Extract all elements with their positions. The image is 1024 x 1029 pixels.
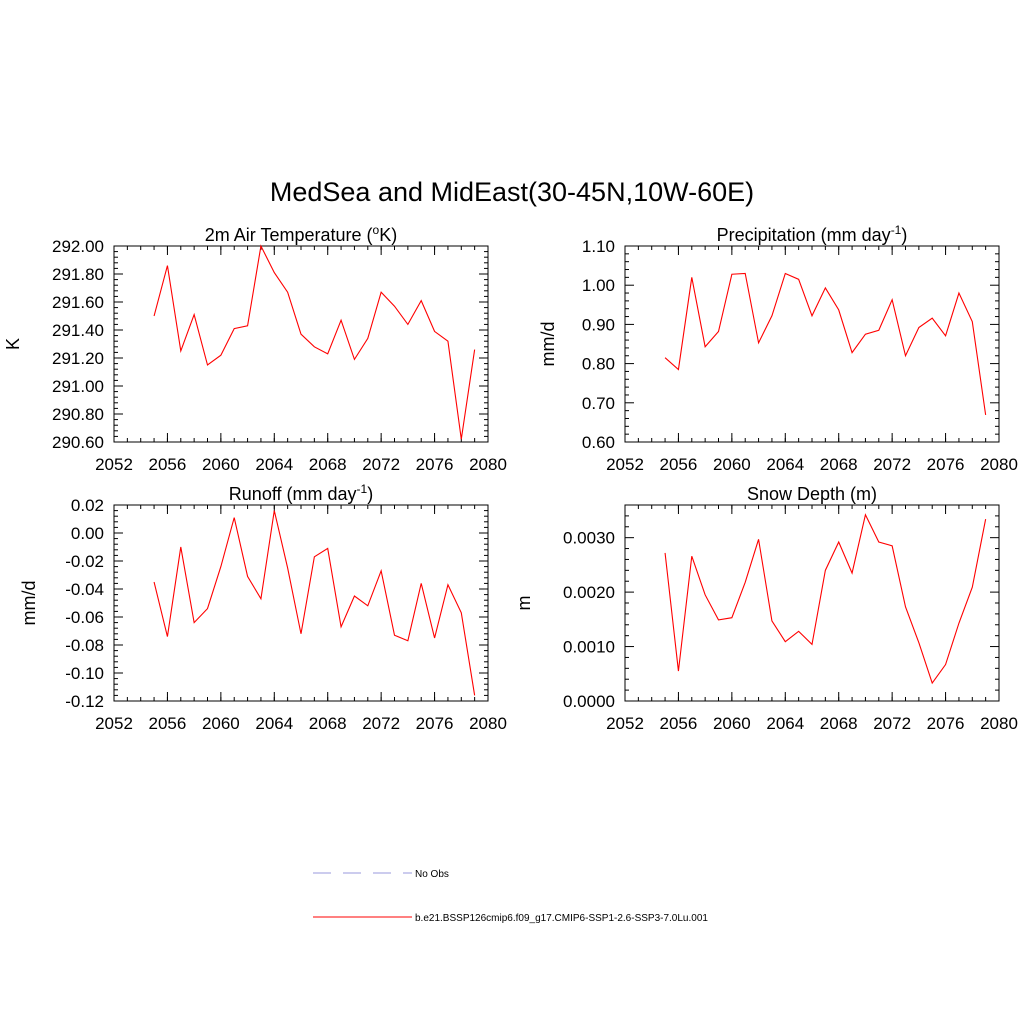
x-tick-label: 2068 bbox=[820, 714, 858, 733]
panel-1: 2052 2056 2060 2064 2068 2072 2076 2080 290.60 29… bbox=[3, 223, 507, 474]
y-axis-label: m bbox=[514, 596, 534, 611]
x-tick-label: 2064 bbox=[255, 455, 293, 474]
y-tick-label: -0.06 bbox=[65, 608, 104, 627]
x-tick-label: 2072 bbox=[873, 714, 911, 733]
x-tick-label: 2076 bbox=[416, 714, 454, 733]
plot-frame bbox=[624, 504, 1000, 702]
panels: 2052 2056 2060 2064 2068 2072 2076 2080 290.60 29… bbox=[3, 223, 1018, 733]
y-axis-label: mm/d bbox=[538, 322, 558, 367]
x-tick-label: 2076 bbox=[927, 455, 965, 474]
y-tick-label: -0.10 bbox=[65, 664, 104, 683]
y-tick-label: -0.08 bbox=[65, 636, 104, 655]
y-tick-label: 0.60 bbox=[582, 433, 615, 452]
x-tick-label: 2060 bbox=[713, 714, 751, 733]
plot-frame bbox=[624, 245, 1000, 443]
panel-title: 2m Air Temperature (oK) bbox=[205, 223, 397, 245]
y-tick-label: 0.02 bbox=[71, 496, 104, 515]
panel-title: Precipitation (mm day-1) bbox=[717, 223, 908, 245]
x-tick-label: 2068 bbox=[309, 714, 347, 733]
panel-title-tail: ) bbox=[367, 484, 373, 504]
x-tick-label: 2076 bbox=[416, 455, 454, 474]
y-tick-label: 0.0030 bbox=[563, 529, 615, 548]
x-tick-label: 2060 bbox=[202, 455, 240, 474]
panel-title: Snow Depth (m) bbox=[747, 484, 877, 504]
x-tick-label: 2068 bbox=[309, 455, 347, 474]
x-tick-label: 2068 bbox=[820, 455, 858, 474]
x-tick-label: 2080 bbox=[469, 455, 507, 474]
x-tick-label: 2072 bbox=[362, 455, 400, 474]
legend-label-2: b.e21.BSSP126cmip6.f09_g17.CMIP6-SSP1-2.… bbox=[415, 913, 708, 924]
panel-title-superscript: -1 bbox=[357, 482, 368, 496]
panel-title-main: 2m Air Temperature ( bbox=[205, 225, 373, 245]
x-tick-label: 2056 bbox=[660, 455, 698, 474]
x-tick-label: 2056 bbox=[660, 714, 698, 733]
legend-label-1: No Obs bbox=[415, 869, 449, 880]
y-tick-label: -0.12 bbox=[65, 692, 104, 711]
panel-title-main: Runoff (mm day bbox=[229, 484, 357, 504]
panel-4: 2052 2056 2060 2064 2068 2072 2076 2080 0.0000 0.… bbox=[514, 484, 1018, 733]
plot-frame bbox=[113, 245, 489, 443]
x-tick-label: 2052 bbox=[606, 455, 644, 474]
x-tick-label: 2052 bbox=[95, 455, 133, 474]
series-line-1 bbox=[153, 510, 476, 696]
plot-frame bbox=[113, 504, 489, 702]
x-tick-label: 2056 bbox=[149, 455, 187, 474]
legend: No Obs b.e21.BSSP126cmip6.f09_g17.CMIP6-S… bbox=[313, 869, 708, 924]
series-line-1 bbox=[664, 272, 987, 416]
panel-title-main: Snow Depth (m) bbox=[747, 484, 877, 504]
y-axis-label: mm/d bbox=[19, 581, 39, 626]
y-tick-label: -0.04 bbox=[65, 580, 104, 599]
x-tick-label: 2072 bbox=[362, 714, 400, 733]
y-tick-label: 290.80 bbox=[52, 405, 104, 424]
panel-title-tail: ) bbox=[901, 225, 907, 245]
y-tick-label: 0.0000 bbox=[563, 692, 615, 711]
x-tick-label: 2064 bbox=[766, 455, 804, 474]
y-axis-label: K bbox=[3, 338, 23, 350]
y-tick-label: -0.02 bbox=[65, 552, 104, 571]
y-tick-label: 290.60 bbox=[52, 433, 104, 452]
panel-title: Runoff (mm day-1) bbox=[229, 482, 373, 504]
x-tick-label: 2080 bbox=[980, 455, 1018, 474]
x-tick-label: 2052 bbox=[95, 714, 133, 733]
y-tick-label: 1.00 bbox=[582, 276, 615, 295]
y-tick-label: 0.00 bbox=[71, 524, 104, 543]
y-tick-label: 291.00 bbox=[52, 377, 104, 396]
x-tick-label: 2060 bbox=[713, 455, 751, 474]
y-tick-label: 292.00 bbox=[52, 237, 104, 256]
y-tick-label: 291.80 bbox=[52, 265, 104, 284]
y-tick-label: 0.80 bbox=[582, 355, 615, 374]
series-line-1 bbox=[664, 513, 987, 685]
x-tick-label: 2072 bbox=[873, 455, 911, 474]
y-tick-label: 1.10 bbox=[582, 237, 615, 256]
y-tick-label: 0.0010 bbox=[563, 638, 615, 657]
y-tick-label: 0.90 bbox=[582, 315, 615, 334]
y-tick-label: 0.70 bbox=[582, 394, 615, 413]
x-tick-label: 2052 bbox=[606, 714, 644, 733]
x-tick-label: 2080 bbox=[469, 714, 507, 733]
figure-title: MedSea and MidEast(30-45N,10W-60E) bbox=[270, 177, 754, 207]
y-tick-label: 0.0020 bbox=[563, 583, 615, 602]
panel-title-main: Precipitation (mm day bbox=[717, 225, 891, 245]
panel-2: 2052 2056 2060 2064 2068 2072 2076 2080 0.60 0.70… bbox=[538, 223, 1018, 474]
x-tick-label: 2064 bbox=[255, 714, 293, 733]
y-tick-label: 291.20 bbox=[52, 349, 104, 368]
series-line-1 bbox=[153, 244, 476, 440]
x-tick-label: 2060 bbox=[202, 714, 240, 733]
x-tick-label: 2080 bbox=[980, 714, 1018, 733]
panel-3: 2052 2056 2060 2064 2068 2072 2076 2080 -0.12 -0.… bbox=[19, 482, 507, 733]
y-tick-label: 291.40 bbox=[52, 321, 104, 340]
y-tick-label: 291.60 bbox=[52, 293, 104, 312]
x-tick-label: 2056 bbox=[149, 714, 187, 733]
x-tick-label: 2064 bbox=[766, 714, 804, 733]
panel-title-superscript: o bbox=[373, 223, 380, 237]
x-tick-label: 2076 bbox=[927, 714, 965, 733]
panel-title-tail: K) bbox=[379, 225, 397, 245]
panel-title-superscript: -1 bbox=[891, 223, 902, 237]
